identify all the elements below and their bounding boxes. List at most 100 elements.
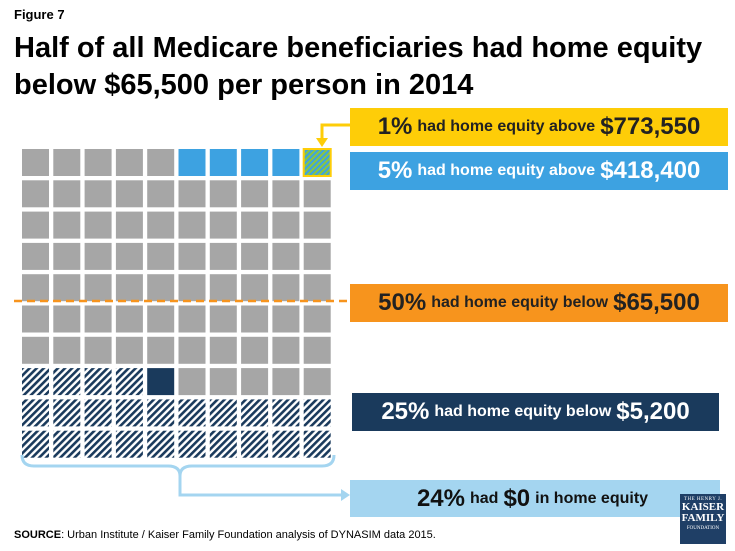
waffle-cell-gray [272,305,300,333]
callout-median: 50% had home equity below $65,500 [350,284,728,322]
callout-top1-pct: 1% [377,113,413,140]
waffle-cell-zero [53,430,81,458]
waffle-cell-gray [209,211,237,239]
waffle-cell-gray [272,274,300,302]
waffle-cell-gray [303,242,331,270]
waffle-cell-gray [241,211,269,239]
callout-bottom25: 25% had home equity below $5,200 [352,393,719,431]
waffle-cell-zero [53,368,81,396]
waffle-cell-gray [178,305,206,333]
callout-bottom25-text: had home equity below [434,403,612,420]
waffle-cell-zero [241,399,269,427]
callout-bottom25-amount: $5,200 [616,398,690,425]
waffle-cell-gray [115,242,143,270]
callout-zero-text: had [469,489,499,507]
callout-median-text: had home equity below [431,294,609,311]
waffle-cell-gray [272,242,300,270]
waffle-cell-gray [53,211,81,239]
waffle-cell-gray [209,180,237,208]
logo-line4: FOUNDATION [686,526,720,531]
waffle-cell-top5 [178,149,206,176]
waffle-cell-gray [84,211,112,239]
waffle-cell-gray [178,180,206,208]
chart-title: Half of all Medicare beneficiaries had h… [14,32,703,101]
waffle-cell-zero [22,399,49,427]
waffle-cell-zero [115,368,143,396]
waffle-cell-gray [115,180,143,208]
waffle-cell-gray [241,336,269,364]
waffle-cell-gray [209,336,237,364]
callout-zero-pct: 24% [416,484,465,512]
waffle-cell-gray [84,274,112,302]
top1-arrow [320,123,350,141]
zero-bracket-arrowhead [341,489,350,501]
waffle-cell-gray [209,242,237,270]
callout-median-amount: $65,500 [613,289,700,316]
source-text: : Urban Institute / Kaiser Family Founda… [61,529,436,541]
callout-zero-amount: $0 [503,484,531,512]
waffle-cell-gray [303,274,331,302]
waffle-cell-gray [178,242,206,270]
waffle-cell-zero [147,430,175,458]
callout-median-pct: 50% [378,289,427,316]
waffle-cell-gray [22,336,49,364]
waffle-cell-zero [84,430,112,458]
waffle-cell-gray [22,180,49,208]
waffle-cell-zero [115,399,143,427]
waffle-cell-gray [147,211,175,239]
callout-top5-text: had home equity above [417,162,596,179]
waffle-cell-gray [147,242,175,270]
waffle-cell-gray [115,274,143,302]
kff-logo: THE HENRY J. KAISER FAMILY FOUNDATION [680,494,726,544]
callout-top5-pct: 5% [377,157,413,184]
waffle-cell-gray [53,149,81,176]
waffle-cell-gray [53,242,81,270]
waffle-cell-gray [84,242,112,270]
waffle-cell-gray [53,305,81,333]
waffle-cell-gray [147,305,175,333]
waffle-cell-gray [115,305,143,333]
waffle-cell-gray [22,274,49,302]
waffle-cell-gray [241,368,269,396]
waffle-cell-gray [272,211,300,239]
waffle-cell-gray [115,336,143,364]
waffle-cell-gray [272,368,300,396]
waffle-cell-top5 [272,149,300,176]
waffle-cell-zero [178,430,206,458]
waffle-cell-top1 [302,148,332,177]
waffle-cell-gray [178,368,206,396]
waffle-cell-top5 [209,149,237,176]
waffle-cell-zero [209,399,237,427]
callout-top1-amount: $773,550 [600,113,701,140]
waffle-cell-zero [272,430,300,458]
figure-label: Figure 7 [14,7,65,22]
waffle-cell-gray [303,336,331,364]
waffle-cell-zero [303,399,331,427]
callout-top1: 1% had home equity above $773,550 [350,108,728,146]
waffle-cell-zero [241,430,269,458]
waffle-cell-gray [115,149,143,176]
waffle-cell-gray [272,336,300,364]
waffle-cell-zero [22,368,49,396]
waffle-cell-gray [178,211,206,239]
waffle-cell-gray [303,305,331,333]
zero-bracket [20,454,336,477]
waffle-cell-gray [303,211,331,239]
waffle-cell-gray [147,149,175,176]
waffle-cell-gray [178,336,206,364]
callout-top5: 5% had home equity above $418,400 [350,152,728,190]
waffle-cell-gray [22,149,49,176]
waffle-cell-gray [53,336,81,364]
waffle-cell-zero [178,399,206,427]
waffle-cell-gray [241,274,269,302]
waffle-cell-gray [209,274,237,302]
waffle-cell-gray [147,274,175,302]
waffle-cell-gray [84,180,112,208]
waffle-cell-gray [53,274,81,302]
waffle-cell-gray [303,180,331,208]
waffle-cell-zero [147,399,175,427]
waffle-cell-gray [241,305,269,333]
waffle-cell-zero [303,430,331,458]
waffle-cell-gray [115,211,143,239]
callout-zero: 24% had $0 in home equity [350,480,720,517]
